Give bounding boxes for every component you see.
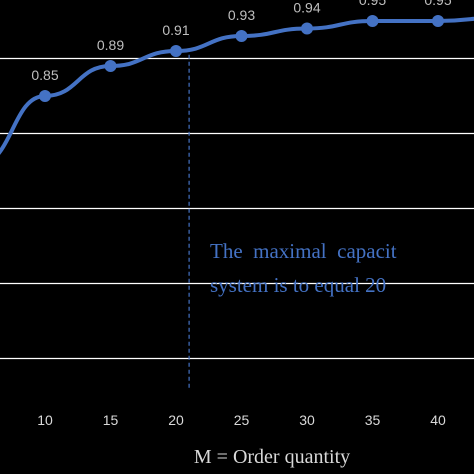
x-tick-label: 10 (37, 412, 53, 428)
x-tick-label: 40 (430, 412, 446, 428)
x-tick-label: 15 (103, 412, 119, 428)
data-point (170, 45, 182, 57)
data-point (104, 60, 117, 72)
data-label: 0.95 (424, 0, 451, 8)
x-tick-label: 20 (168, 412, 184, 428)
data-point (301, 22, 313, 35)
data-points (39, 15, 444, 102)
data-label: 0.91 (162, 22, 189, 38)
data-point (39, 90, 51, 102)
annotation-line-1: The maximal capacit (210, 239, 397, 263)
x-axis-ticks: 10 15 20 25 30 35 40 (37, 412, 446, 428)
data-point (366, 15, 379, 27)
data-label: 0.93 (228, 7, 255, 23)
annotation-line-2: system is to equal 20 (210, 273, 386, 297)
data-point (432, 15, 444, 27)
gridlines (0, 57, 474, 360)
x-axis-label: M = Order quantity (194, 446, 350, 468)
data-point (235, 30, 248, 42)
data-label: 0.85 (31, 67, 58, 83)
data-label: 0.95 (359, 0, 386, 8)
x-tick-label: 35 (365, 412, 381, 428)
data-label: 0.94 (293, 0, 320, 16)
x-tick-label: 30 (299, 412, 315, 428)
data-label: 0.89 (97, 37, 124, 53)
x-tick-label: 25 (234, 412, 250, 428)
data-labels: 0.85 0.89 0.91 0.93 0.94 0.95 0.95 (31, 0, 451, 83)
